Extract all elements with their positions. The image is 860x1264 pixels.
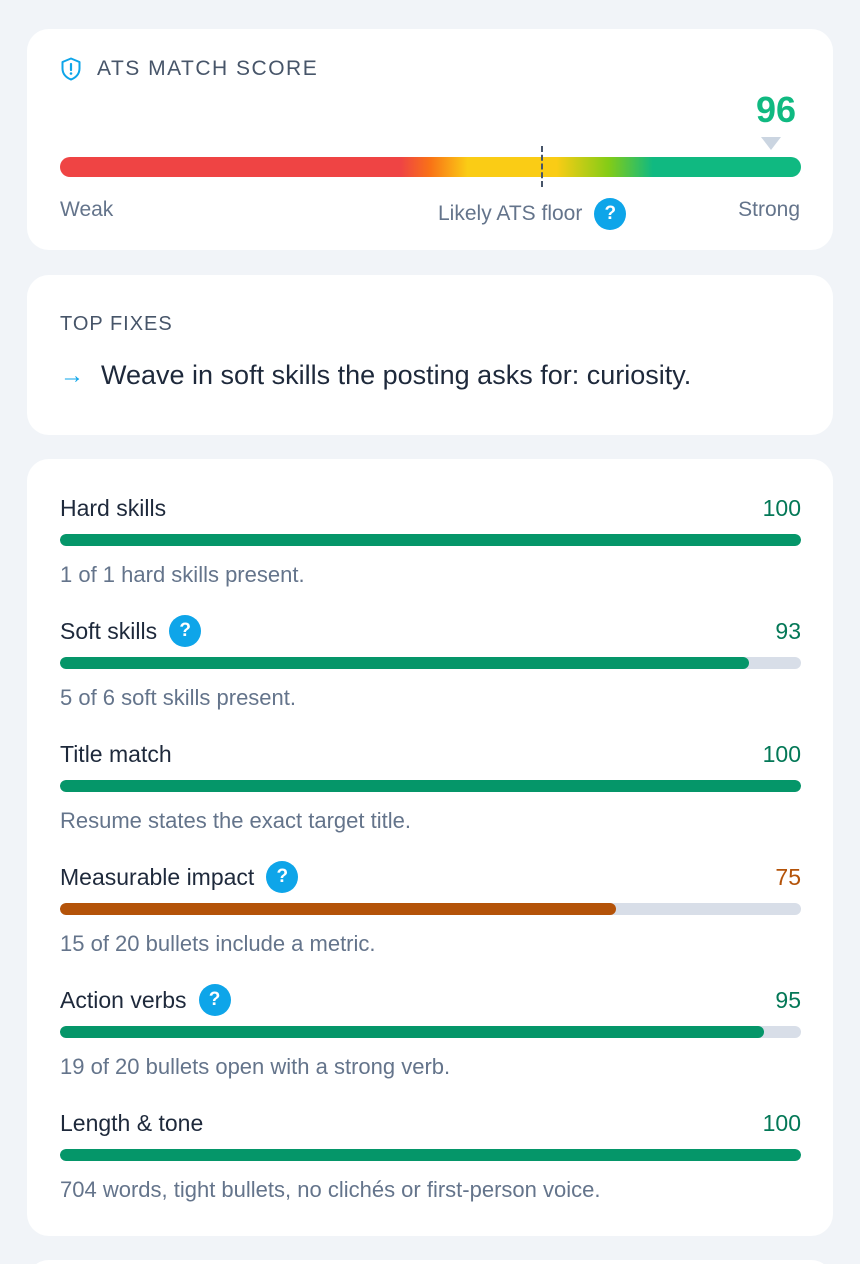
metric-score: 100 xyxy=(762,740,801,767)
question-circle-icon[interactable]: ? xyxy=(594,198,627,230)
fix-item: → Weave in soft skills the posting asks … xyxy=(60,360,691,391)
metric-progress-track xyxy=(60,657,801,669)
shield-alert-icon xyxy=(61,57,81,81)
strong-label: Strong xyxy=(738,198,800,221)
ats-floor-label-group: Likely ATS floor ? xyxy=(438,198,627,230)
metric-description: 704 words, tight bullets, no clichés or … xyxy=(60,1177,601,1202)
metric-progress-track xyxy=(60,1026,801,1038)
top-fixes-card: TOP FIXES → Weave in soft skills the pos… xyxy=(27,275,833,435)
metric-row: Measurable impact? 75 15 of 20 bullets inc… xyxy=(60,861,801,971)
ats-score-card: ATS MATCH SCORE 96 Weak Likely ATS floor… xyxy=(27,29,833,250)
metric-score: 100 xyxy=(762,494,801,521)
metric-description: 15 of 20 bullets include a metric. xyxy=(60,931,376,956)
metric-name: Measurable impact xyxy=(60,863,255,890)
metric-header: Title match 100 xyxy=(60,738,801,770)
metric-row: Action verbs? 95 19 of 20 bullets open wit… xyxy=(60,984,801,1094)
metric-name-group: Soft skills? xyxy=(60,615,202,647)
score-gradient-bar xyxy=(60,157,801,177)
metric-progress-fill xyxy=(60,1026,764,1038)
metric-header: Measurable impact? 75 xyxy=(60,861,801,893)
score-card-title: ATS MATCH SCORE xyxy=(97,57,319,80)
score-value: 96 xyxy=(755,89,796,130)
triangle-down-icon xyxy=(761,137,781,150)
metric-name: Hard skills xyxy=(60,494,167,521)
question-circle-icon[interactable]: ? xyxy=(266,861,299,893)
metric-progress-track xyxy=(60,534,801,546)
metric-progress-track xyxy=(60,903,801,915)
metric-progress-fill xyxy=(60,534,801,546)
ats-floor-label: Likely ATS floor xyxy=(438,202,583,225)
metric-name-group: Hard skills xyxy=(60,495,166,522)
metric-row: Soft skills? 93 5 of 6 soft skills present… xyxy=(60,615,801,725)
question-circle-icon[interactable]: ? xyxy=(169,615,202,647)
metric-name-group: Length & tone xyxy=(60,1110,203,1137)
metric-name: Title match xyxy=(60,740,172,767)
weak-label: Weak xyxy=(60,198,114,221)
metric-row: Title match 100 Resume states the exact ta… xyxy=(60,738,801,848)
metric-progress-fill xyxy=(60,657,750,669)
metric-name: Action verbs xyxy=(60,986,187,1013)
metric-name-group: Measurable impact? xyxy=(60,861,299,893)
metric-score: 75 xyxy=(775,863,801,890)
metric-description: 5 of 6 soft skills present. xyxy=(60,685,296,710)
metric-header: Action verbs? 95 xyxy=(60,984,801,1016)
metric-name-group: Action verbs? xyxy=(60,984,231,1016)
fix-item-text: Weave in soft skills the posting asks fo… xyxy=(101,360,692,390)
metric-description: Resume states the exact target title. xyxy=(60,808,411,833)
metric-row: Hard skills 100 1 of 1 hard skills present… xyxy=(60,492,801,602)
metric-description: 19 of 20 bullets open with a strong verb… xyxy=(60,1054,451,1079)
metric-progress-track xyxy=(60,1149,801,1161)
metric-progress-track xyxy=(60,780,801,792)
arrow-right-icon: → xyxy=(60,361,84,389)
metrics-card: Hard skills 100 1 of 1 hard skills present… xyxy=(27,459,833,1236)
metric-header: Soft skills? 93 xyxy=(60,615,801,647)
metric-description: 1 of 1 hard skills present. xyxy=(60,562,305,587)
metric-progress-fill xyxy=(60,1149,801,1161)
question-circle-icon[interactable]: ? xyxy=(198,984,231,1016)
ats-floor-marker xyxy=(541,146,543,187)
metric-progress-fill xyxy=(60,780,801,792)
score-header: ATS MATCH SCORE xyxy=(60,57,318,81)
metric-name: Soft skills xyxy=(60,617,158,644)
top-fixes-title: TOP FIXES xyxy=(60,313,173,335)
metric-row: Length & tone 100 704 words, tight bullets… xyxy=(60,1107,801,1217)
metric-score: 95 xyxy=(775,986,801,1013)
metric-name: Length & tone xyxy=(60,1109,204,1136)
metric-score: 100 xyxy=(762,1109,801,1136)
metric-header: Hard skills 100 xyxy=(60,492,801,524)
metric-header: Length & tone 100 xyxy=(60,1107,801,1139)
next-card xyxy=(27,1260,833,1264)
metric-progress-fill xyxy=(60,903,616,915)
metric-score: 93 xyxy=(775,617,801,644)
metric-name-group: Title match xyxy=(60,741,172,768)
